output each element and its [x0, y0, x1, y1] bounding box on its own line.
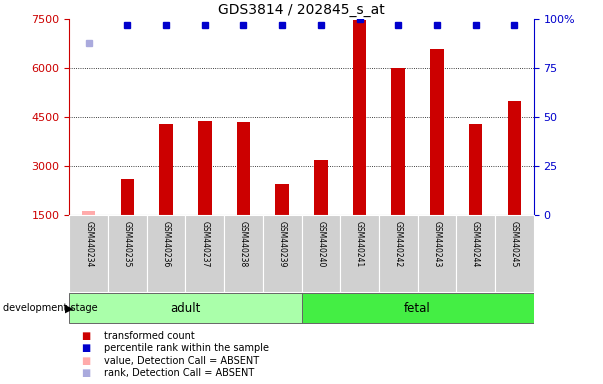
Text: GSM440236: GSM440236 [162, 221, 171, 268]
Bar [417, 215, 456, 292]
Text: ■: ■ [81, 356, 90, 366]
Bar [469, 124, 482, 215]
Text: GSM440234: GSM440234 [84, 221, 93, 268]
Text: GSM440238: GSM440238 [239, 221, 248, 267]
Text: GSM440239: GSM440239 [277, 221, 286, 268]
Bar [340, 215, 379, 292]
Bar [186, 215, 224, 292]
Text: GSM440244: GSM440244 [471, 221, 480, 268]
Bar [69, 215, 108, 292]
Text: development stage: development stage [3, 303, 98, 313]
Text: GSM440241: GSM440241 [355, 221, 364, 267]
Text: fetal: fetal [404, 302, 431, 314]
Text: GSM440245: GSM440245 [510, 221, 519, 268]
Text: GSM440242: GSM440242 [394, 221, 403, 267]
Text: ■: ■ [81, 343, 90, 353]
Bar [495, 215, 534, 292]
Bar [147, 215, 186, 292]
Bar [430, 49, 444, 215]
Text: transformed count: transformed count [104, 331, 195, 341]
Bar [69, 293, 302, 323]
Bar [302, 215, 340, 292]
Text: GSM440240: GSM440240 [317, 221, 326, 268]
Bar [276, 184, 289, 215]
Title: GDS3814 / 202845_s_at: GDS3814 / 202845_s_at [218, 3, 385, 17]
Bar [302, 293, 534, 323]
Bar [224, 215, 263, 292]
Bar [391, 68, 405, 215]
Bar [237, 122, 250, 215]
Text: rank, Detection Call = ABSENT: rank, Detection Call = ABSENT [104, 368, 254, 378]
Text: ■: ■ [81, 331, 90, 341]
Bar [263, 215, 302, 292]
Bar [456, 215, 495, 292]
Bar [121, 179, 134, 215]
Text: GSM440237: GSM440237 [200, 221, 209, 268]
Bar [379, 215, 417, 292]
Bar [508, 101, 521, 215]
Text: value, Detection Call = ABSENT: value, Detection Call = ABSENT [104, 356, 259, 366]
Text: GSM440243: GSM440243 [432, 221, 441, 268]
Bar [108, 215, 147, 292]
Text: ▶: ▶ [65, 303, 74, 313]
Text: percentile rank within the sample: percentile rank within the sample [104, 343, 270, 353]
Bar [353, 20, 366, 215]
Bar [159, 124, 173, 215]
Bar [198, 121, 212, 215]
Bar [82, 211, 95, 215]
Text: ■: ■ [81, 368, 90, 378]
Text: GSM440235: GSM440235 [123, 221, 132, 268]
Text: adult: adult [170, 302, 201, 314]
Bar [314, 160, 327, 215]
